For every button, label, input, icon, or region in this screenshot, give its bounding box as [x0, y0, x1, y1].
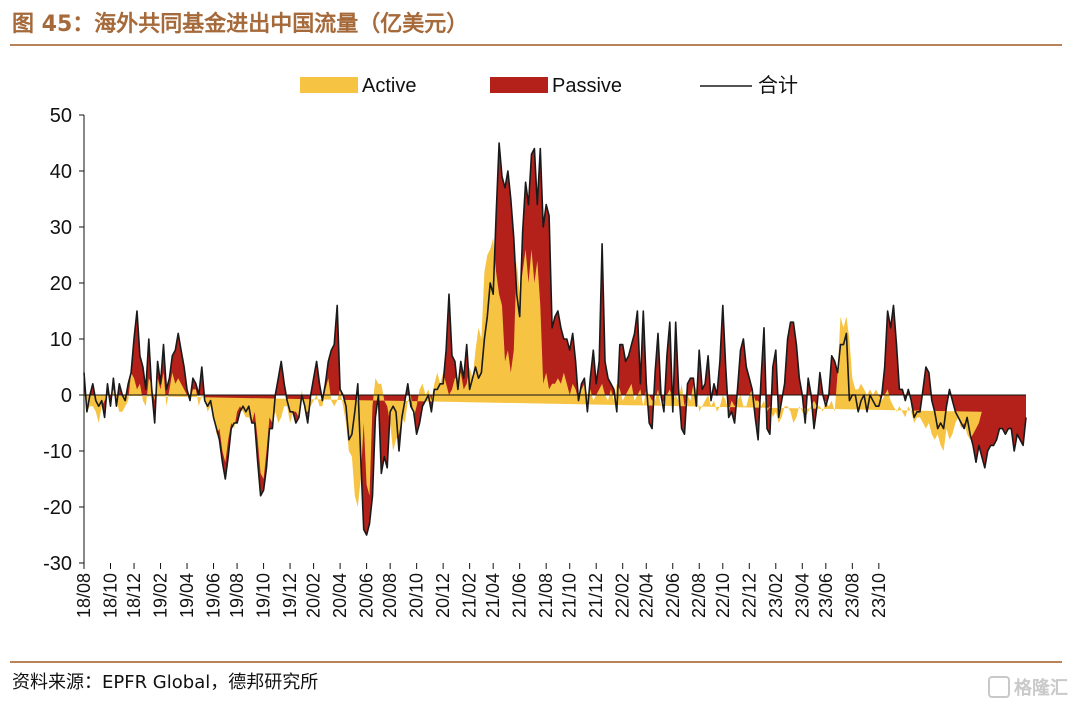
- x-tick-label: 18/12: [124, 573, 144, 618]
- header-divider: [10, 44, 1062, 46]
- x-tick-label: 22/08: [689, 573, 709, 618]
- y-axis-ticks: 50 40 30 20 10 0 -10 -20 -30: [43, 105, 84, 575]
- legend-swatch-active: [300, 77, 358, 93]
- y-tick-label: 30: [50, 217, 72, 239]
- x-tick-label: 20/06: [357, 573, 377, 618]
- x-tick-label: 21/10: [560, 573, 580, 618]
- x-tick-label: 21/12: [586, 573, 606, 618]
- x-tick-label: 22/02: [613, 573, 633, 618]
- plot-area: 50 40 30 20 10 0 -10 -20 -30 18/08 18/10 18/12 19/0…: [43, 105, 1027, 618]
- total-line-layer: [83, 142, 1027, 536]
- x-tick-label: 22/12: [739, 573, 759, 618]
- passive-area: [84, 143, 1026, 535]
- y-tick-label: -30: [43, 553, 72, 575]
- x-tick-label: 19/06: [204, 573, 224, 618]
- footer-divider: [10, 661, 1062, 663]
- x-tick-label: 20/04: [330, 573, 350, 618]
- x-tick-label: 23/04: [792, 573, 812, 618]
- x-tick-label: 23/08: [842, 573, 862, 618]
- x-tick-label: 21/08: [536, 573, 556, 618]
- x-tick-label: 20/10: [407, 573, 427, 618]
- active-area: [84, 238, 982, 507]
- active-area-layer: [84, 238, 982, 507]
- legend-label-active: Active: [362, 75, 416, 97]
- x-tick-label: 23/10: [869, 573, 889, 618]
- watermark-text: 格隆汇: [1014, 678, 1068, 699]
- y-tick-label: 10: [50, 329, 72, 351]
- x-tick-label: 18/10: [100, 573, 120, 618]
- x-tick-label: 19/08: [227, 573, 247, 618]
- y-tick-label: -20: [43, 497, 72, 519]
- total-line: [83, 142, 1027, 536]
- x-tick-label: 23/02: [766, 573, 786, 618]
- x-tick-label: 19/04: [177, 573, 197, 618]
- x-tick-label: 19/02: [151, 573, 171, 618]
- y-tick-label: 50: [50, 105, 72, 127]
- x-tick-label: 22/10: [713, 573, 733, 618]
- x-tick-label: 19/10: [254, 573, 274, 618]
- passive-area-layer: [84, 143, 1026, 535]
- legend: Active Passive 合计: [300, 73, 798, 97]
- x-tick-label: 22/06: [663, 573, 683, 618]
- source-note: 资料来源：EPFR Global，德邦研究所: [12, 672, 319, 693]
- x-tick-label: 21/04: [483, 573, 503, 618]
- x-tick-label: 20/12: [433, 573, 453, 618]
- y-tick-label: 0: [61, 385, 72, 407]
- legend-swatch-passive: [490, 77, 548, 93]
- x-tick-label: 18/08: [74, 573, 94, 618]
- x-tick-label: 21/06: [510, 573, 530, 618]
- y-tick-label: 20: [50, 273, 72, 295]
- y-tick-label: -10: [43, 441, 72, 463]
- watermark-logo-icon: [988, 676, 1010, 698]
- x-tick-label: 23/06: [816, 573, 836, 618]
- x-tick-label: 21/02: [460, 573, 480, 618]
- legend-label-total: 合计: [758, 73, 798, 97]
- x-tick-label: 22/04: [636, 573, 656, 618]
- watermark: 格隆汇: [988, 674, 1068, 700]
- x-axis-ticks: 18/08 18/10 18/12 19/02 19/04 19/06 19/08 19/10…: [74, 563, 889, 618]
- chart-title: 图 45：海外共同基金进出中国流量（亿美元）: [12, 12, 469, 37]
- legend-label-passive: Passive: [552, 75, 622, 97]
- x-tick-label: 20/08: [380, 573, 400, 618]
- y-tick-label: 40: [50, 161, 72, 183]
- x-tick-label: 20/02: [304, 573, 324, 618]
- x-tick-label: 19/12: [280, 573, 300, 618]
